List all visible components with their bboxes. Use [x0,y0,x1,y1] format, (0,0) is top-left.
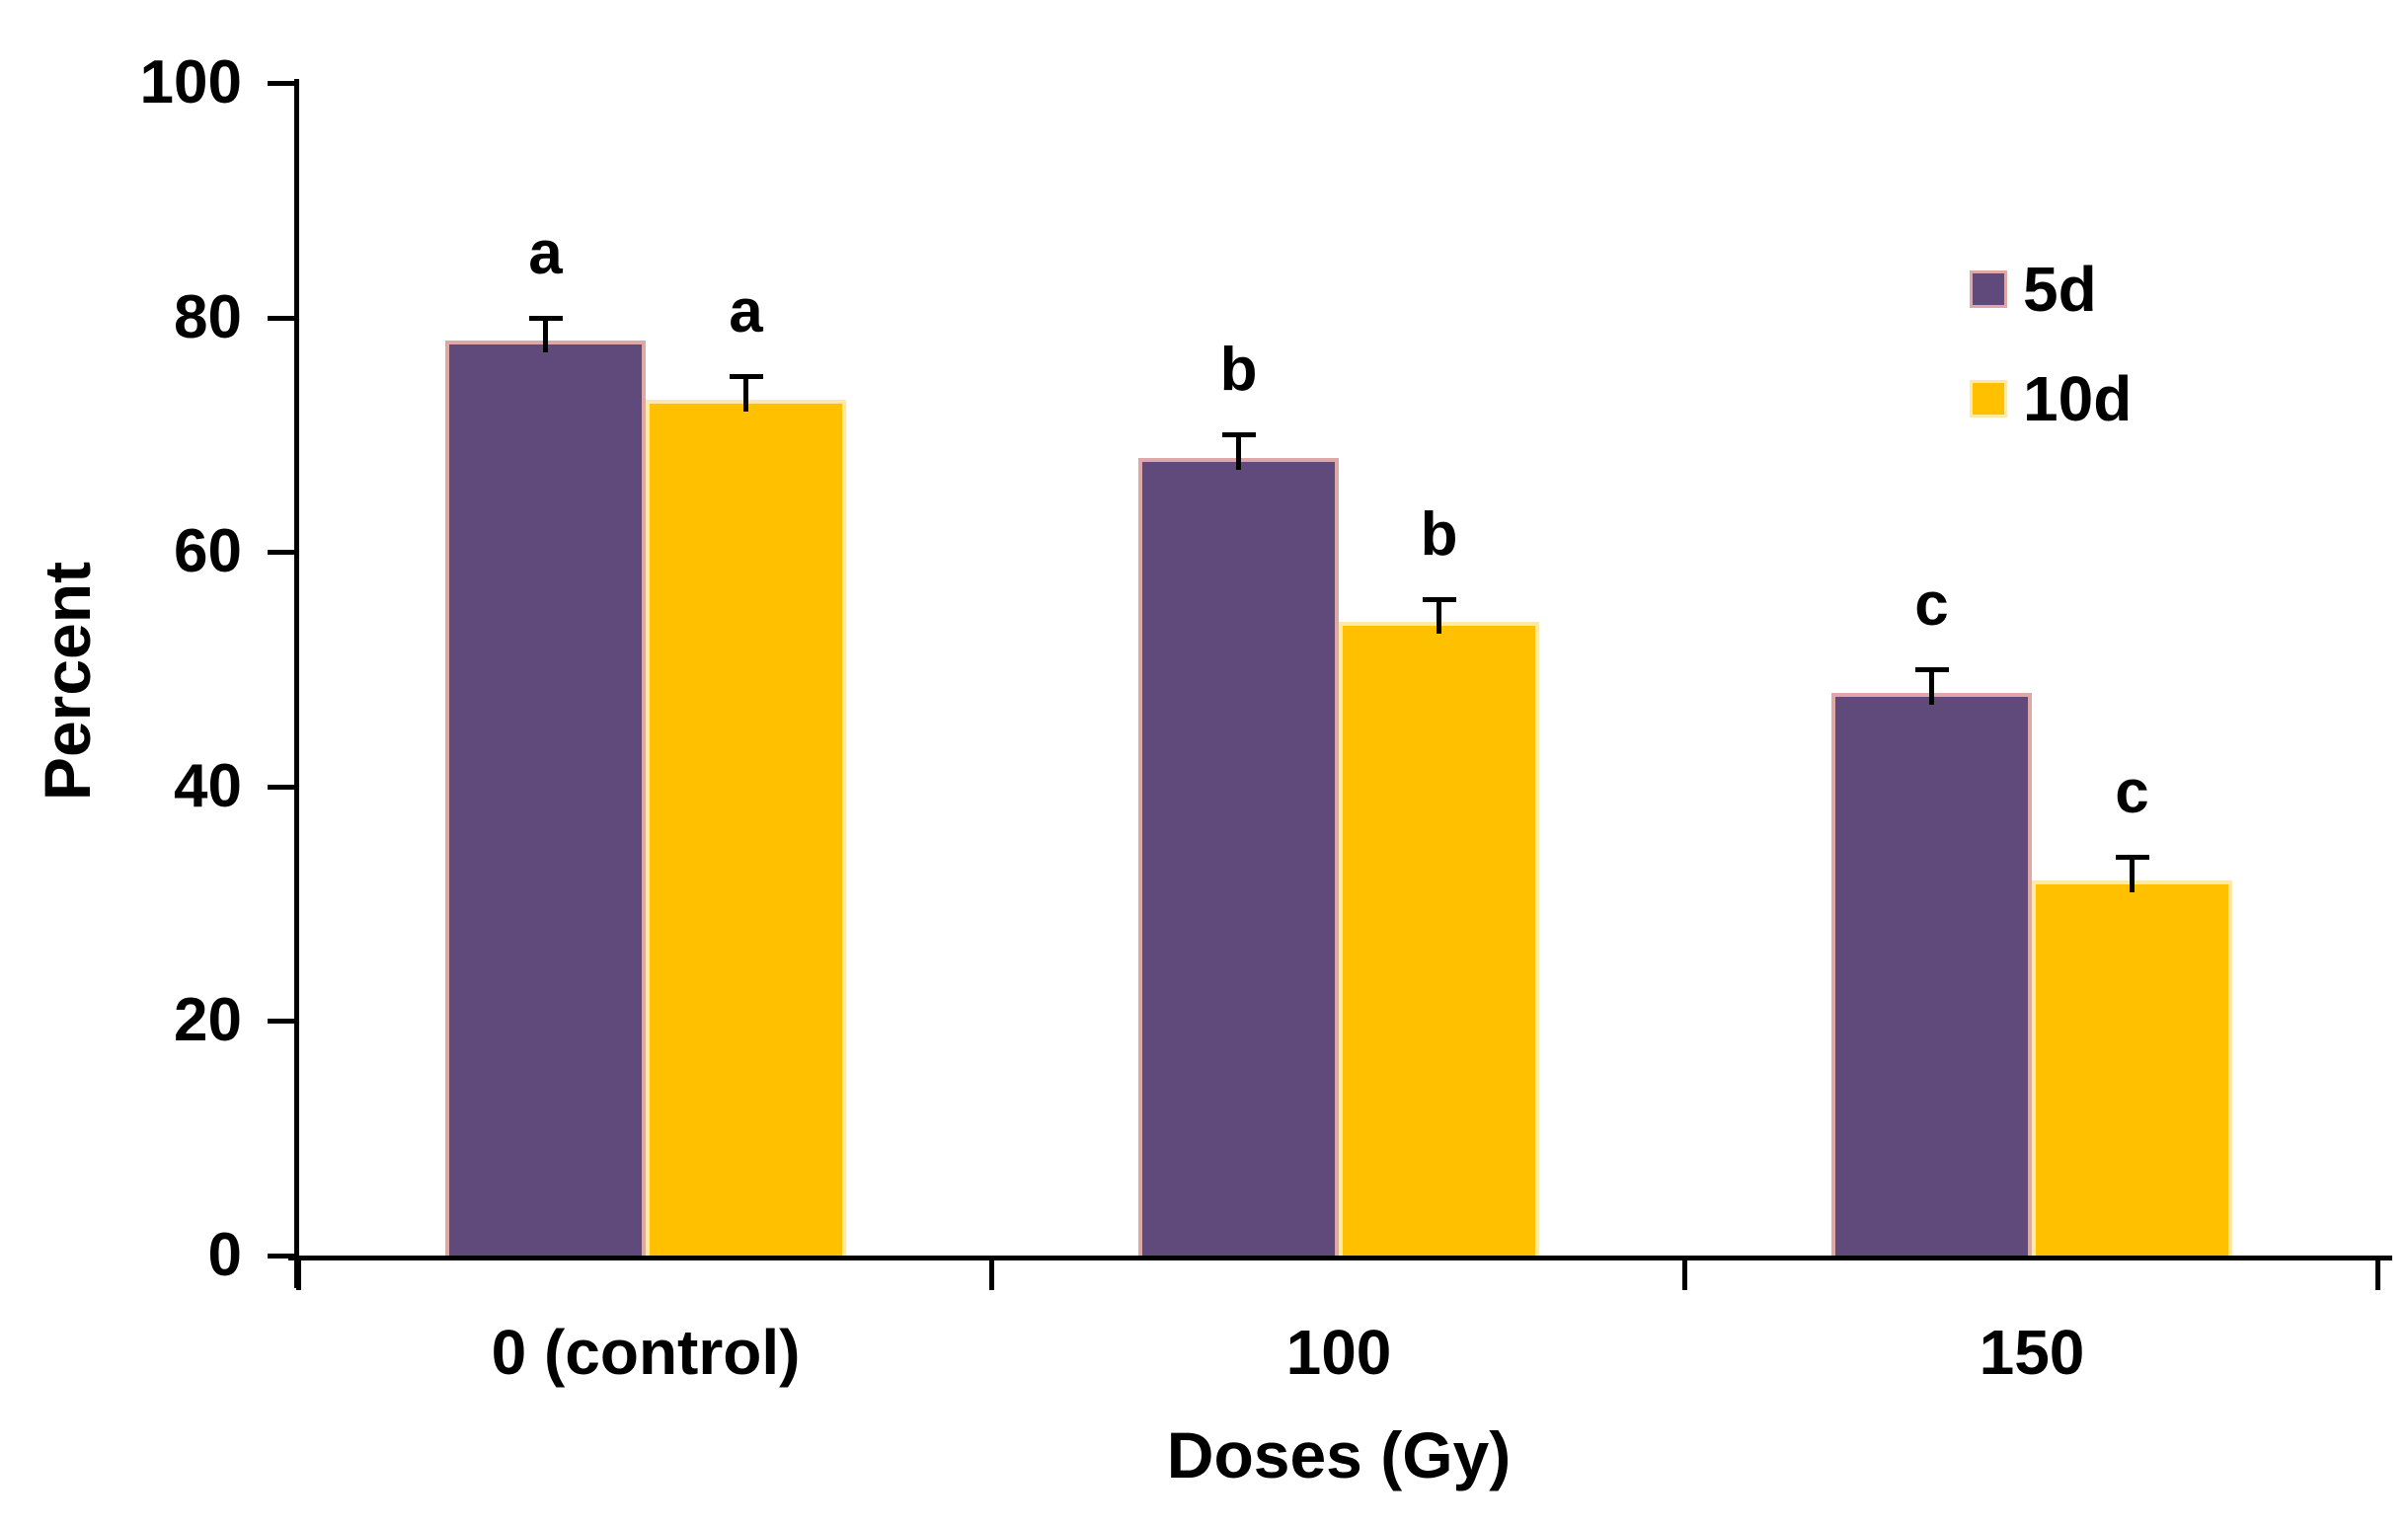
error-bar-cap [1221,432,1256,438]
x-tick [1682,1256,1687,1290]
bar-10d [1339,622,1539,1256]
x-axis-title: Doses (Gy) [1166,1418,1512,1491]
x-category-label: 100 [1285,1317,1392,1388]
y-tick [268,315,294,321]
bar-5d [1138,458,1339,1256]
legend-item-5d: 5d [1970,255,2132,324]
y-tick-label: 0 [207,1221,242,1289]
error-bar-cap [1422,596,1456,602]
bar-10d [646,399,846,1256]
y-tick-label: 80 [174,282,242,351]
y-tick-label: 20 [174,986,242,1055]
y-tick [268,81,294,86]
x-tick [989,1256,994,1290]
error-bar-stem [1437,598,1441,635]
significance-letter: a [729,277,763,345]
y-axis-title: Percent [31,561,104,801]
significance-letter: a [528,218,563,287]
significance-letter: b [1219,336,1258,405]
error-bar-cap [2115,855,2149,861]
y-tick [268,1254,294,1259]
y-tick [268,784,294,790]
x-category-label: 150 [1979,1317,2085,1388]
error-bar-stem [743,376,748,412]
error-bar-cap [528,315,563,321]
y-tick-label: 40 [174,751,242,820]
x-axis-line [288,1256,2392,1260]
error-bar-cap [1914,667,1949,672]
legend-label: 10d [2023,363,2133,434]
y-tick [268,1019,294,1025]
error-bar-cap [729,374,763,379]
bar-5d [1831,692,2032,1256]
significance-letter: b [1420,499,1458,569]
bar-10d [2032,879,2232,1256]
legend: 5d 10d [1970,255,2132,474]
legend-item-10d: 10d [1970,364,2132,433]
error-bar-stem [1236,434,1241,471]
error-bar-stem [543,317,548,353]
y-tick-label: 60 [174,517,242,586]
significance-letter: c [1914,571,1949,639]
y-tick-label: 100 [139,48,242,116]
error-bar-stem [1929,669,1934,705]
legend-swatch-10d [1970,380,2007,418]
x-category-label: 0 (control) [491,1317,801,1388]
legend-label: 5d [2023,254,2097,325]
bar-5d [445,341,646,1256]
y-axis-line [294,79,299,1288]
y-tick [268,550,294,556]
error-bar-stem [2130,857,2135,892]
x-tick [296,1256,301,1290]
significance-letter: c [2115,758,2149,827]
legend-swatch-5d [1970,270,2007,308]
x-tick [2375,1256,2380,1290]
